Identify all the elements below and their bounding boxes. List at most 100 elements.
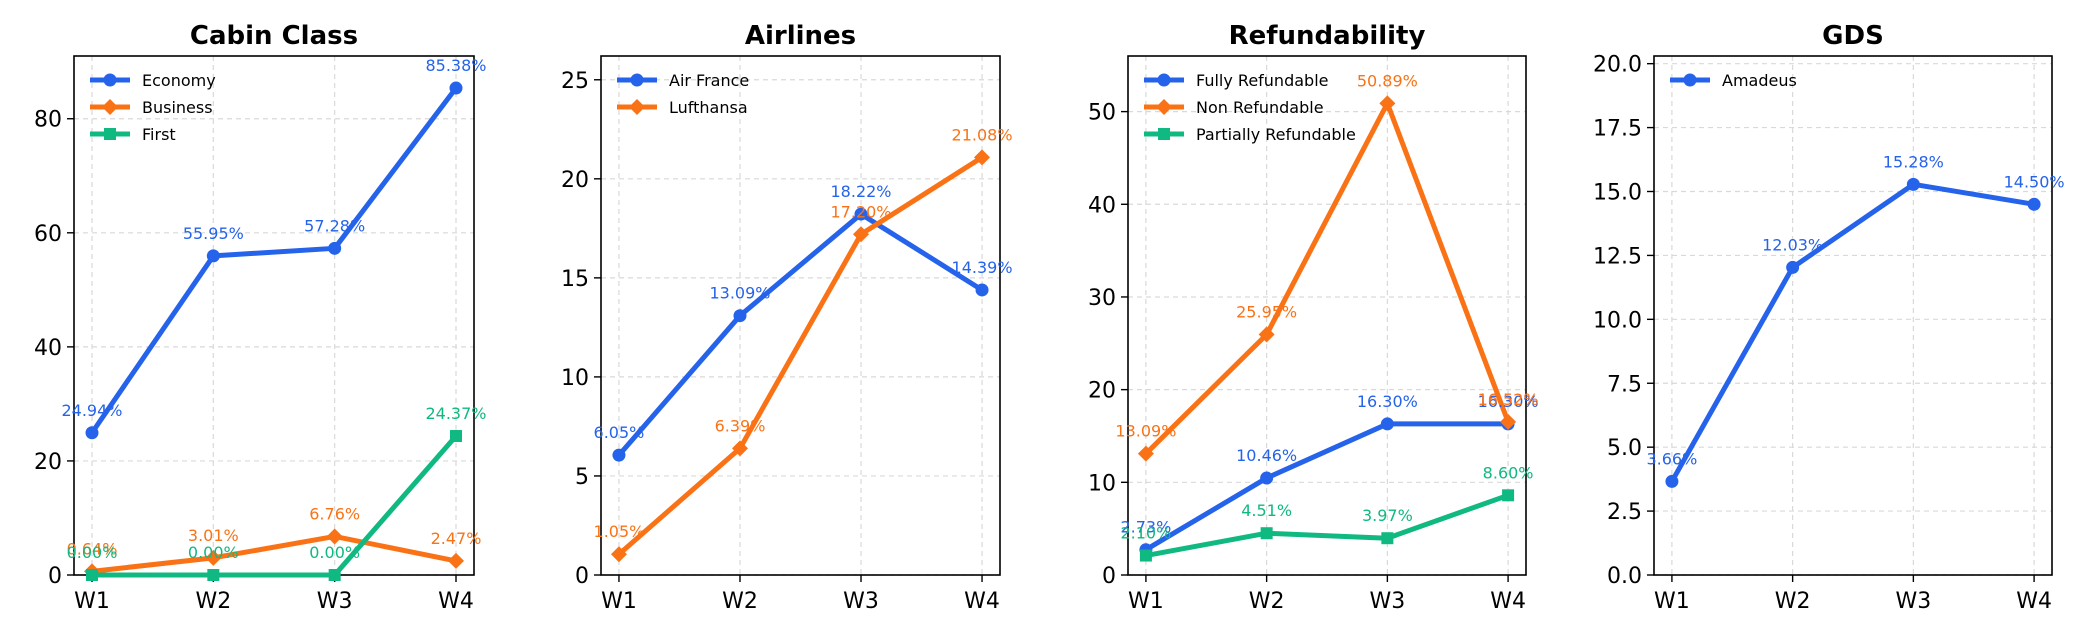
chart-title: Cabin Class [190, 21, 358, 51]
series-line-non-refundable [1143, 100, 1511, 457]
legend-marker-non-refundable [1156, 99, 1172, 115]
data-point-air-france [612, 448, 626, 462]
legend-label: Air France [669, 71, 749, 90]
data-label: 3.97% [1362, 506, 1413, 525]
data-label: 1.05% [594, 522, 645, 541]
y-tick-label: 15.0 [1593, 181, 1642, 206]
x-tick-label: W2 [722, 589, 758, 614]
data-point-partially-refundable [1139, 549, 1152, 562]
x-tick-label: W4 [1490, 589, 1526, 614]
data-point-economy [328, 241, 342, 255]
data-point-business [205, 549, 222, 566]
data-label: 0.00% [188, 543, 239, 562]
x-tick-label: W1 [1654, 589, 1690, 614]
data-label: 8.60% [1483, 463, 1534, 482]
legend-label: Non Refundable [1196, 98, 1324, 117]
y-tick-label: 20 [1088, 379, 1116, 404]
data-label: 6.76% [309, 504, 360, 523]
series-line-fully-refundable [1143, 421, 1511, 553]
data-label: 6.05% [594, 423, 645, 442]
series-line-air-france [616, 211, 985, 458]
y-tick-label: 0 [575, 564, 589, 589]
data-label: 12.03% [1762, 235, 1823, 254]
chart-panel-airlines: Airlines 0 5 10 15 20 25 W1 W2 W3 W4 6.05% 13.09% 18.… [561, 21, 1013, 614]
data-point-lufthansa [853, 226, 870, 243]
data-label: 2.10% [1120, 524, 1171, 543]
x-tick-label: W1 [1128, 589, 1164, 614]
data-point-business [326, 528, 343, 545]
data-point-non-refundable [1137, 445, 1154, 462]
data-point-partially-refundable [1381, 532, 1394, 545]
data-point-lufthansa [974, 149, 991, 166]
data-label: 55.95% [183, 224, 244, 243]
legend-label: Lufthansa [669, 98, 748, 117]
data-label: 85.38% [425, 56, 486, 75]
data-point-first [86, 569, 98, 581]
legend-label: Partially Refundable [1196, 125, 1356, 144]
data-point-fully-refundable [1380, 417, 1394, 431]
data-label: 24.94% [61, 401, 122, 420]
data-label: 16.30% [1357, 392, 1418, 411]
x-tick-label: W4 [964, 589, 1000, 614]
data-point-fully-refundable [1260, 471, 1274, 485]
series-line-first [89, 433, 459, 578]
x-tick-label: W3 [843, 589, 879, 614]
y-tick-label: 2.5 [1607, 500, 1642, 525]
data-point-amadeus [1665, 474, 1679, 488]
y-tick-label: 10 [1088, 471, 1116, 496]
plot-frame [600, 55, 1001, 576]
series-economy [85, 81, 463, 440]
data-label: 15.28% [1883, 152, 1944, 171]
series-business [84, 528, 464, 580]
y-tick-label: 40 [1088, 193, 1116, 218]
y-tick-label: 10 [561, 366, 589, 391]
x-tick-label: W3 [1369, 589, 1405, 614]
y-tick-label: 50 [1088, 101, 1116, 126]
series-amadeus [1665, 177, 2041, 488]
chart-panel-gds: GDS 0.0 2.5 5.0 7.5 10.0 12.5 15.0 17.5 20.0 W1 W2 W… [1593, 21, 2065, 614]
data-point-partially-refundable [1502, 489, 1515, 502]
x-tick-label: W2 [1775, 589, 1811, 614]
y-tick-label: 5 [575, 465, 589, 490]
data-label: 2.47% [431, 529, 482, 548]
data-label: 0.64% [67, 539, 118, 558]
legend-marker-air-france [630, 73, 644, 87]
data-label: 17.20% [831, 202, 892, 221]
y-tick-label: 20 [34, 450, 62, 475]
data-point-first [328, 569, 341, 581]
data-label: 24.37% [425, 404, 486, 423]
legend-marker-fully-refundable [1157, 73, 1171, 87]
data-point-economy [85, 426, 99, 440]
series-non-refundable [1137, 95, 1517, 462]
y-tick-label: 25 [561, 69, 589, 94]
chart-panel-cabin-class: Cabin Class 0 20 40 60 80 W1 W2 W3 W4 24.94% 55.95%… [34, 21, 487, 614]
legend: Air France Lufthansa [617, 71, 749, 117]
x-tick-label: W2 [1249, 589, 1285, 614]
y-tick-label: 80 [34, 108, 62, 133]
legend-marker-first [104, 128, 116, 140]
x-tick-label: W2 [195, 589, 231, 614]
data-label: 50.89% [1357, 71, 1418, 90]
data-label: 3.01% [188, 526, 239, 545]
series-first [86, 430, 462, 581]
data-point-economy [449, 81, 463, 95]
series-lufthansa [610, 149, 991, 563]
legend: Fully Refundable Non Refundable Partially … [1144, 71, 1356, 144]
x-tick-label: W4 [438, 589, 474, 614]
y-tick-label: 15 [561, 267, 589, 292]
legend: Economy Business First [90, 71, 216, 144]
legend-marker-partially-refundable [1158, 128, 1170, 140]
x-tick-label: W1 [74, 589, 110, 614]
chart-panel-refundability: Refundability 0 10 20 30 40 50 W1 W2 W3 W4 2.73% 10.… [1088, 21, 1539, 614]
chart-title: GDS [1822, 21, 1884, 51]
y-tick-label: 7.5 [1607, 372, 1642, 397]
data-point-non-refundable [1500, 413, 1517, 430]
series-line-partially-refundable [1143, 492, 1511, 559]
data-label: 10.46% [1236, 446, 1297, 465]
data-label: 57.28% [304, 216, 365, 235]
data-label: 0.00% [67, 543, 118, 562]
legend-marker-lufthansa [629, 99, 645, 115]
series-air-france [612, 207, 989, 462]
legend-label: Amadeus [1722, 71, 1797, 90]
